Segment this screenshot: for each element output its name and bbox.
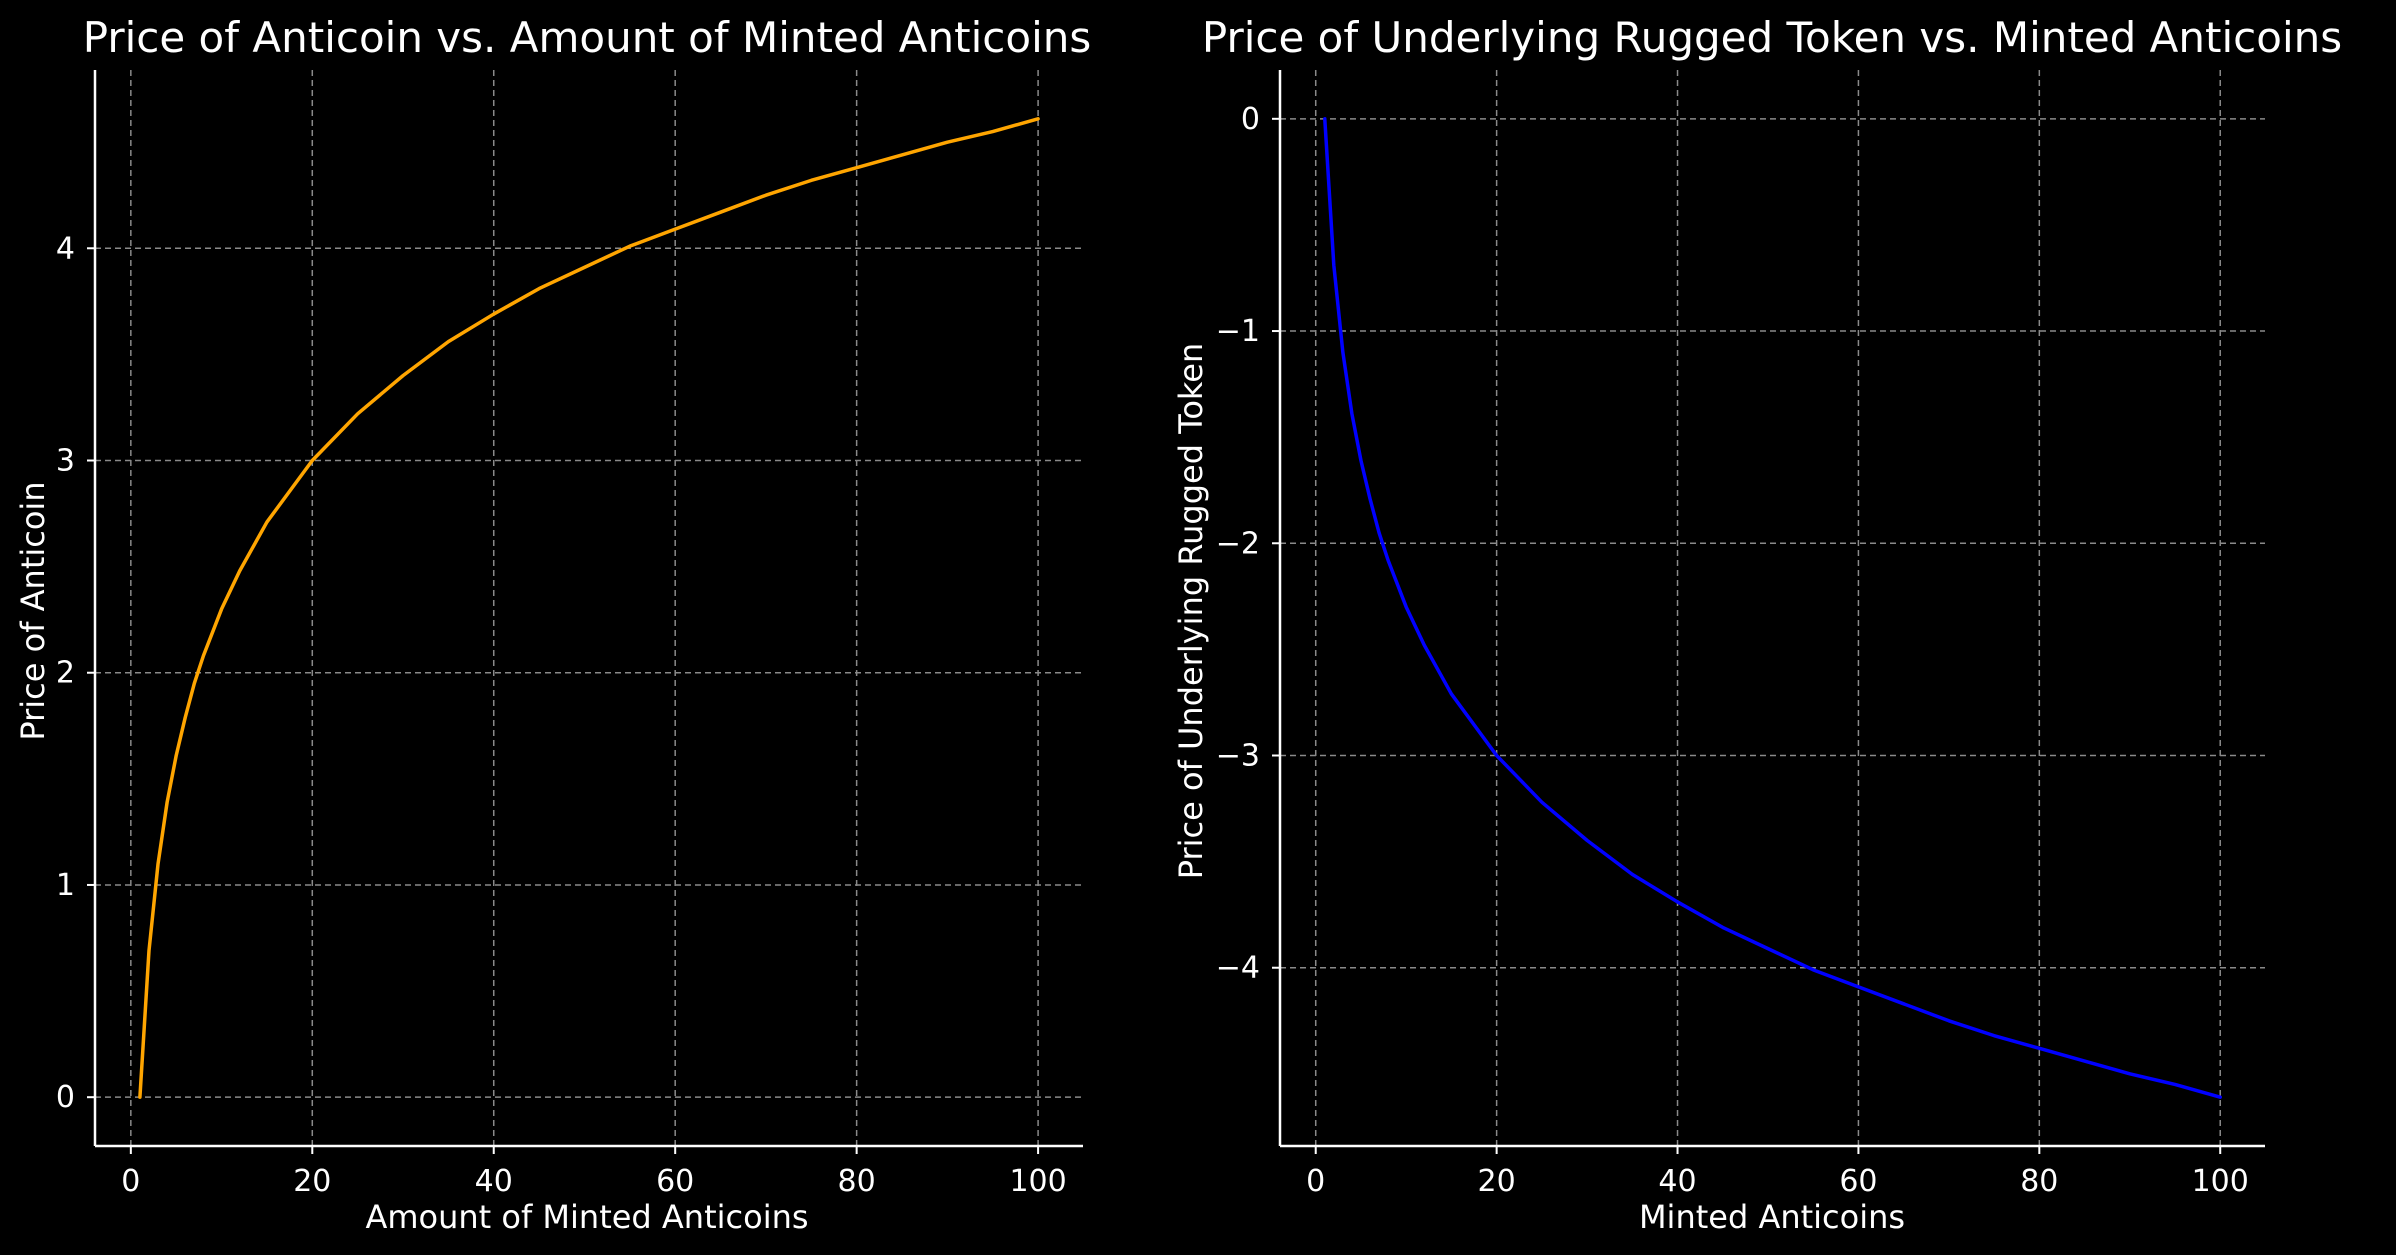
x-tick-label: 80	[2020, 1164, 2058, 1199]
tick-labels: 0 20 40 60 80 100 0 −1 −2 −3 −4	[1216, 102, 2249, 1199]
x-tick-label: 20	[1478, 1164, 1516, 1199]
y-tick-label: 4	[56, 231, 75, 266]
y-tick-label: −4	[1216, 951, 1260, 986]
y-axis-label: Price of Anticoin	[14, 481, 52, 740]
y-tick-label: −2	[1216, 526, 1260, 561]
x-tick-label: 60	[1839, 1164, 1877, 1199]
x-tick-label: 60	[656, 1164, 694, 1199]
chart-rugged-token-price: Price of Underlying Rugged Token vs. Min…	[1172, 13, 2342, 1236]
y-tick-label: 3	[56, 444, 75, 479]
x-tick-label: 0	[121, 1164, 140, 1199]
x-tick-label: 100	[2192, 1164, 2249, 1199]
x-axis-label: Minted Anticoins	[1639, 1198, 1905, 1236]
x-tick-label: 40	[475, 1164, 513, 1199]
x-tick-label: 100	[1009, 1164, 1066, 1199]
x-tick-label: 80	[838, 1164, 876, 1199]
y-axis-label: Price of Underlying Rugged Token	[1172, 343, 1210, 880]
axes	[1272, 70, 2265, 1154]
chart-title: Price of Anticoin vs. Amount of Minted A…	[83, 13, 1092, 62]
y-tick-label: 2	[56, 656, 75, 691]
grid	[95, 70, 1083, 1146]
x-tick-label: 20	[293, 1164, 331, 1199]
axes	[87, 70, 1083, 1154]
y-tick-label: 1	[56, 868, 75, 903]
series-line	[138, 117, 1040, 1099]
series-line-layer	[138, 117, 1040, 1099]
tick-labels: 0 20 40 60 80 100 0 1 2 3 4	[56, 231, 1067, 1199]
y-tick-label: −1	[1216, 314, 1260, 349]
series-line-layer	[1323, 117, 2222, 1099]
y-tick-label: 0	[1241, 102, 1260, 137]
y-tick-label: −3	[1216, 738, 1260, 773]
chart-anticoin-price: Price of Anticoin vs. Amount of Minted A…	[14, 13, 1091, 1236]
series-line	[1323, 117, 2222, 1099]
x-tick-label: 40	[1658, 1164, 1696, 1199]
x-axis-label: Amount of Minted Anticoins	[365, 1198, 808, 1236]
x-tick-label: 0	[1306, 1164, 1325, 1199]
chart-title: Price of Underlying Rugged Token vs. Min…	[1202, 13, 2342, 62]
y-tick-label: 0	[56, 1080, 75, 1115]
grid	[1280, 70, 2265, 1146]
